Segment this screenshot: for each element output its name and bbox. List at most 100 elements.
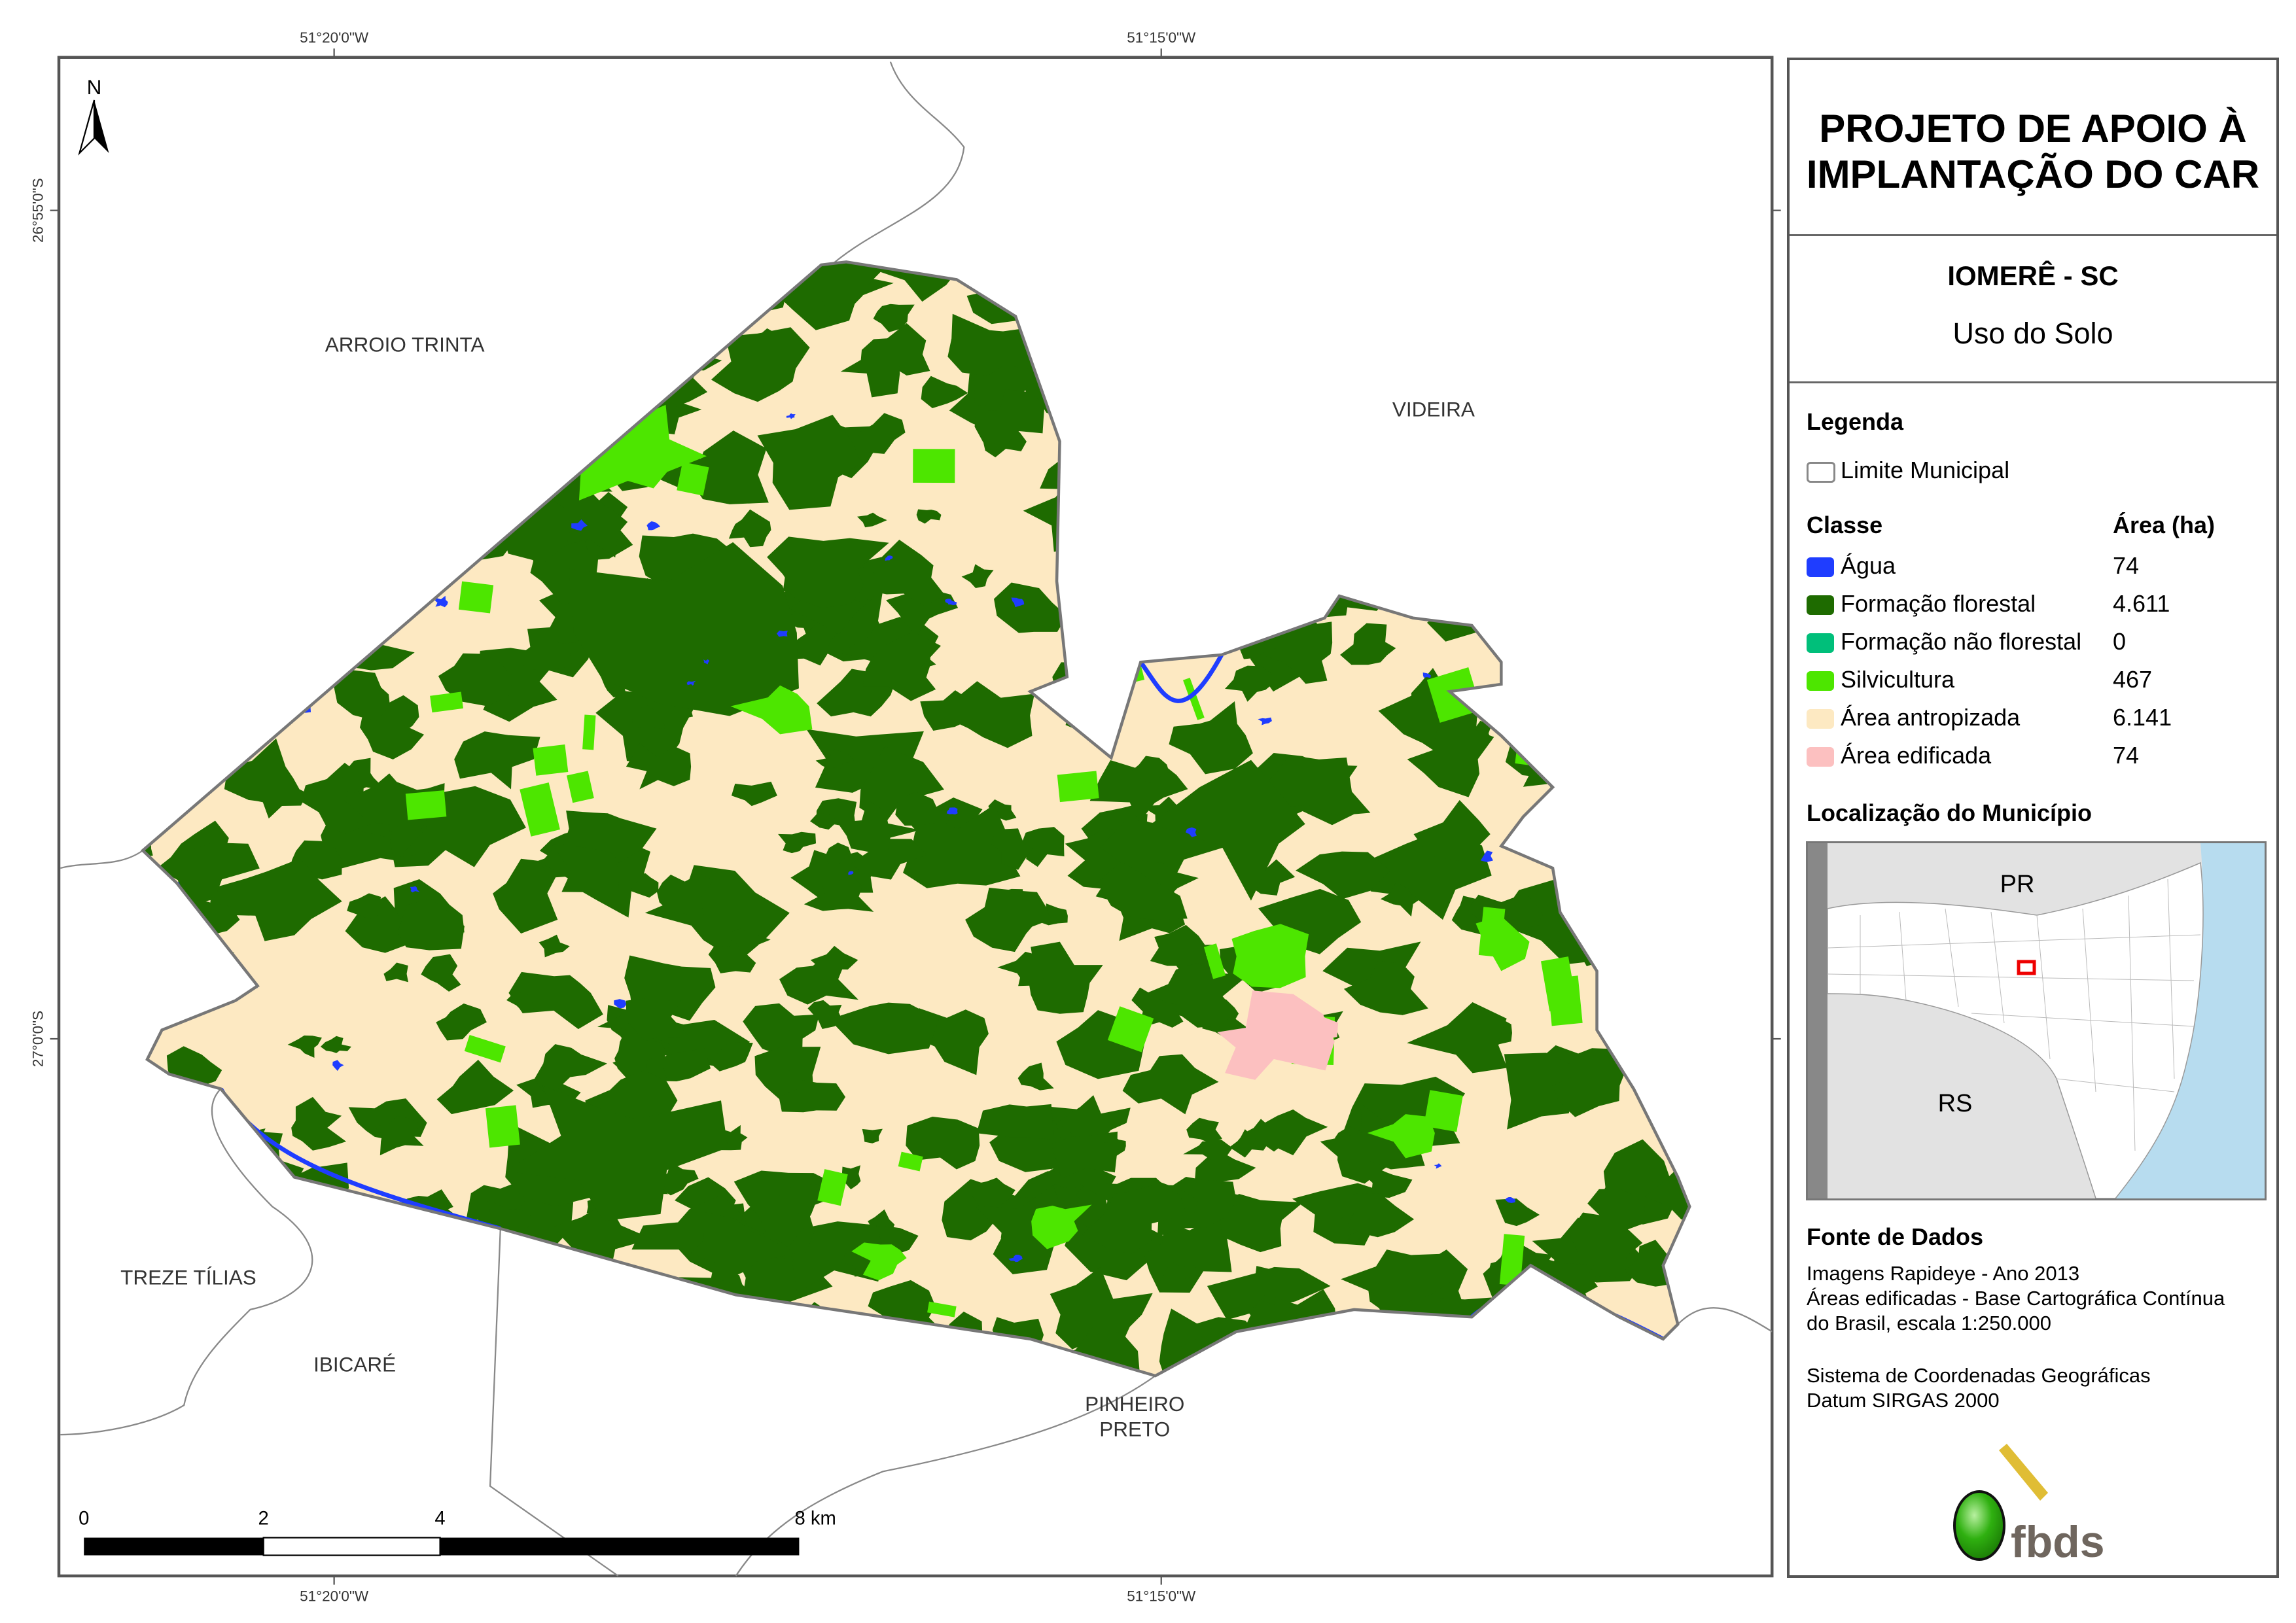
scale-bar: 0 2 4 8 km (79, 1508, 836, 1556)
forest-patch (767, 536, 889, 608)
title-line-1: PROJETO DE APOIO À (1819, 107, 2247, 150)
water-body (1480, 850, 1493, 862)
forest-patch (806, 729, 924, 793)
silviculture-patch (1107, 1006, 1154, 1053)
forest-patch (1122, 1054, 1219, 1115)
forest-patch (895, 791, 960, 826)
forest-patch (1346, 1193, 1415, 1238)
forest-patch (514, 627, 572, 670)
forest-patch (815, 748, 855, 769)
class-area: 4.611 (2113, 590, 2170, 617)
map-title: PROJETO DE APOIO À IMPLANTAÇÃO DO CAR (1790, 106, 2276, 198)
municipal-boundary[interactable] (140, 260, 1691, 1378)
legend-item-boundary: Limite Municipal (1807, 457, 2265, 489)
legend-title: Legenda (1807, 408, 1904, 435)
forest-patch (965, 888, 1051, 952)
scale-label-2: 2 (258, 1508, 269, 1529)
forest-patch (829, 1002, 939, 1055)
forest-patch (859, 746, 944, 824)
water-body (1505, 1197, 1515, 1204)
silviculture-patch (913, 449, 955, 483)
water-body (434, 595, 448, 608)
forest-patch (656, 873, 714, 916)
forest-patch (291, 1096, 347, 1151)
forest-patch (862, 1128, 883, 1143)
place-videira: VIDEIRA (1392, 398, 1475, 421)
forest-patch (639, 533, 739, 589)
class-swatch (1807, 671, 1834, 691)
forest-patch (868, 262, 960, 302)
forest-patch (383, 962, 408, 983)
silviculture-patch (1031, 1204, 1092, 1249)
forest-patch (552, 1202, 652, 1281)
forest-patch (597, 998, 690, 1043)
forest-patch (333, 669, 391, 722)
silviculture-patch (851, 1242, 907, 1281)
forest-patch (493, 858, 563, 934)
water-body (1185, 827, 1197, 837)
divider (1790, 234, 2276, 236)
forest-patch (730, 928, 771, 952)
forest-patch (1183, 1140, 1233, 1160)
title-line-2: IMPLANTAÇÃO DO CAR (1806, 152, 2260, 196)
silviculture-patch (405, 790, 447, 820)
forest-patch (1097, 861, 1188, 920)
class-label: Água (1841, 552, 1896, 579)
water-body (848, 871, 854, 875)
forest-patch (1017, 1062, 1054, 1091)
forest-patch (1100, 1135, 1126, 1159)
forest-patch (1644, 1164, 1690, 1224)
legend-class-item: Silvicultura 467 (1807, 666, 2265, 699)
forest-patch (1340, 623, 1396, 665)
area-header: Área (ha) (2113, 512, 2216, 538)
silviculture-patch (1182, 677, 1205, 720)
forest-patch (631, 705, 665, 734)
forest-patch (857, 512, 887, 528)
class-area: 74 (2113, 742, 2140, 769)
forest-patch (1258, 888, 1362, 954)
forest-patch (454, 731, 540, 790)
forest-patch (974, 389, 1045, 444)
class-label: Área edificada (1841, 742, 1992, 769)
silviculture-patch (677, 461, 709, 496)
class-label: Área antropizada (1841, 704, 2021, 731)
legend-class-item: Área antropizada 6.141 (1807, 704, 2265, 737)
forest-patch (1407, 726, 1494, 797)
forest-patch (1130, 756, 1169, 783)
forest-patch (1225, 665, 1274, 702)
water-body (571, 519, 588, 531)
place-ibicare: IBICARÉ (313, 1352, 396, 1376)
location-inset-map: PR RS (1806, 841, 2267, 1200)
silviculture-patch (1499, 1234, 1525, 1286)
water-body (1008, 1254, 1023, 1263)
forest-patch (1100, 818, 1224, 894)
silviculture-patch (520, 782, 560, 837)
forest-patch (1207, 1266, 1331, 1320)
silviculture-patch (898, 1151, 923, 1172)
forest-patch (1343, 960, 1428, 1015)
source-line: Imagens Rapideye - Ano 2013 (1807, 1262, 2080, 1285)
water-body (686, 680, 696, 686)
forest-patch (534, 1044, 608, 1098)
silviculture-patch (1367, 1114, 1435, 1159)
forest-patch (1089, 759, 1188, 823)
boundary-label: Limite Municipal (1841, 457, 2010, 483)
legend-class-item: Formação não florestal 0 (1807, 628, 2265, 661)
place-treze-tilias: TREZE TÍLIAS (120, 1266, 256, 1289)
forest-patch (1229, 1129, 1269, 1158)
logo-bar (1999, 1444, 2048, 1501)
forest-patch (436, 1059, 514, 1115)
silviculture-patch (1475, 916, 1530, 971)
forest-patch (1151, 759, 1305, 901)
forest-patch (778, 1183, 828, 1215)
crs-text: Sistema de Coordenadas Geográficas Datum… (1807, 1363, 2151, 1413)
forest-patch (707, 1042, 753, 1072)
forest-patch (711, 327, 810, 402)
forest-patch (339, 758, 387, 793)
coord-bottom-1: 51°20'0"W (300, 1588, 369, 1604)
forest-patch (287, 1035, 322, 1058)
silviculture-patch (1, 1121, 35, 1158)
inset-svg: PR RS (1808, 843, 2265, 1198)
silviculture-patch (730, 685, 813, 735)
